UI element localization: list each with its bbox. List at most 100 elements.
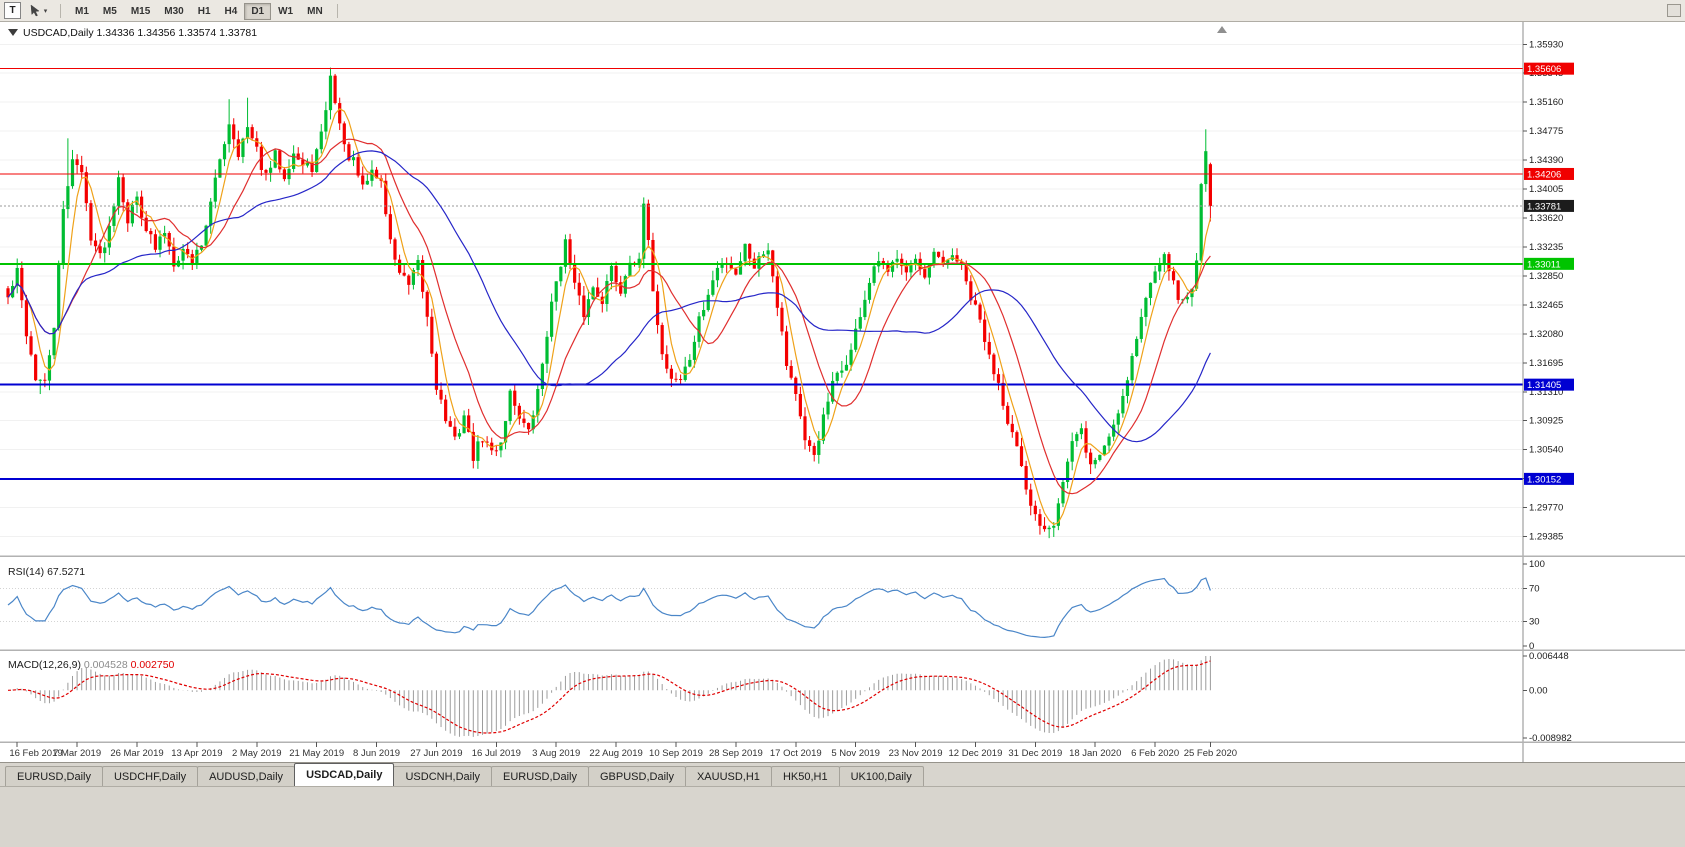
date-label: 25 Feb 2020 [1184, 748, 1237, 759]
timeframe-button-d1[interactable]: D1 [244, 3, 272, 20]
chart-canvas[interactable]: USDCAD,Daily 1.34336 1.34356 1.33574 1.3… [0, 22, 1685, 763]
ma-mid-line [7, 138, 1211, 495]
price-tick-label: 1.32080 [1529, 329, 1563, 340]
price-badge-1.30152 [1524, 472, 1574, 485]
timeframe-buttons-group: M1 M5 M15 M30 H1 H4 D1 W1 MN [68, 1, 330, 20]
date-label: 3 Aug 2019 [532, 748, 580, 759]
tab-gbpusd-daily[interactable]: GBPUSD,Daily [588, 766, 686, 786]
macd-tick-label: 0.006448 [1529, 651, 1569, 662]
ma-slow-line [7, 150, 1211, 443]
timeframe-toolbar: T ▾ M1 M5 M15 M30 H1 H4 D1 W1 MN [0, 0, 1685, 22]
text-tool-button[interactable]: T [4, 2, 21, 19]
timeframe-button-m5[interactable]: M5 [96, 3, 124, 20]
tab-usdchf-daily[interactable]: USDCHF,Daily [101, 766, 199, 786]
price-badge-1.31405-label: 1.31405 [1527, 380, 1561, 391]
date-label: 7 Mar 2019 [53, 748, 101, 759]
tab-hk50-h1[interactable]: HK50,H1 [770, 766, 840, 786]
date-label: 22 Aug 2019 [589, 748, 642, 759]
date-label: 8 Jun 2019 [353, 748, 400, 759]
timeframe-button-m30[interactable]: M30 [157, 3, 190, 20]
window-bottom-strip [0, 787, 1685, 846]
price-tick-label: 1.30925 [1529, 416, 1563, 427]
date-label: 27 Jun 2019 [410, 748, 462, 759]
toolbar-more-button[interactable] [1667, 4, 1681, 17]
date-label: 31 Dec 2019 [1008, 748, 1062, 759]
date-label: 2 May 2019 [232, 748, 282, 759]
macd-label: MACD(12,26,9) 0.004528 0.002750 [8, 659, 175, 671]
date-label: 16 Jul 2019 [472, 748, 521, 759]
price-badge-1.34206 [1524, 167, 1574, 180]
macd-signal-line [7, 660, 1211, 734]
price-badge-1.35606 [1524, 62, 1574, 75]
date-label: 26 Mar 2019 [110, 748, 163, 759]
tab-audusd-daily[interactable]: AUDUSD,Daily [197, 766, 296, 786]
price-axis[interactable]: 1.359301.355451.351601.347751.343901.340… [1522, 22, 1574, 763]
rsi-tick-label: 30 [1529, 616, 1540, 627]
timeframe-button-m1[interactable]: M1 [68, 3, 96, 20]
timeframe-button-mn[interactable]: MN [300, 3, 330, 20]
price-tick-label: 1.31310 [1529, 387, 1563, 398]
timeframe-button-h4[interactable]: H4 [218, 3, 245, 20]
price-tick-label: 1.34005 [1529, 184, 1563, 195]
chart-shift-marker[interactable] [1217, 26, 1227, 33]
price-tick-label: 1.34390 [1529, 155, 1563, 166]
rsi-panel: RSI(14) 67.5271 100 70 30 0 [0, 559, 1545, 652]
toolbar-separator [336, 3, 338, 18]
macd-tick-label: -0.008982 [1529, 733, 1572, 744]
rsi-label: RSI(14) 67.5271 [8, 566, 85, 578]
toolbar-separator [60, 3, 61, 18]
timeframe-button-m15[interactable]: M15 [124, 3, 157, 20]
cursor-icon [30, 4, 40, 17]
chart-tabs-bar: EURUSD,Daily USDCHF,Daily AUDUSD,Daily USDC… [0, 763, 1685, 787]
tab-uk100-daily[interactable]: UK100,Daily [838, 766, 924, 786]
price-tick-label: 1.29770 [1529, 503, 1563, 514]
price-badge-1.34206-label: 1.34206 [1527, 169, 1561, 180]
price-tick-label: 1.33235 [1529, 242, 1563, 253]
horizontal-lines-layer[interactable] [0, 68, 1523, 480]
cursor-tool-button[interactable]: ▾ [23, 2, 53, 19]
bid-price-badge-label: 1.33781 [1527, 201, 1561, 212]
macd-tick-label: 0.00 [1529, 685, 1548, 696]
dropdown-caret-icon: ▾ [43, 7, 48, 15]
chart-title: USDCAD,Daily 1.34336 1.34356 1.33574 1.3… [23, 27, 257, 39]
date-label: 13 Apr 2019 [171, 748, 222, 759]
date-label: 28 Sep 2019 [709, 748, 763, 759]
price-tick-label: 1.31695 [1529, 358, 1563, 369]
price-tick-label: 1.32465 [1529, 300, 1563, 311]
bid-price-badge [1524, 199, 1574, 212]
macd-panel: MACD(12,26,9) 0.004528 0.002750 0.006448 0… [7, 651, 1572, 744]
tab-eurusd-daily[interactable]: EURUSD,Daily [5, 766, 103, 786]
tab-usdcnh-daily[interactable]: USDCNH,Daily [393, 766, 493, 786]
date-label: 5 Nov 2019 [831, 748, 880, 759]
timeframe-button-h1[interactable]: H1 [191, 3, 218, 20]
timeframe-button-w1[interactable]: W1 [271, 3, 300, 20]
date-label: 6 Feb 2020 [1131, 748, 1179, 759]
date-label: 18 Jan 2020 [1069, 748, 1121, 759]
price-badge-1.30152-label: 1.30152 [1527, 474, 1561, 485]
price-badge-1.33011-label: 1.33011 [1527, 259, 1561, 270]
price-badge-1.33011 [1524, 257, 1574, 270]
one-click-trading-toggle[interactable] [8, 29, 18, 36]
price-tick-label: 1.35930 [1529, 39, 1563, 50]
grid-layer [0, 43, 1523, 538]
chart-area[interactable]: USDCAD,Daily 1.34336 1.34356 1.33574 1.3… [0, 22, 1685, 763]
date-label: 23 Nov 2019 [889, 748, 943, 759]
tab-eurusd-daily[interactable]: EURUSD,Daily [491, 766, 589, 786]
rsi-line [7, 577, 1211, 639]
price-badge-1.31405 [1524, 378, 1574, 391]
rsi-tick-label: 0 [1529, 641, 1534, 652]
price-tick-label: 1.32850 [1529, 271, 1563, 282]
rsi-tick-label: 70 [1529, 584, 1540, 595]
date-label: 12 Dec 2019 [949, 748, 1003, 759]
price-badge-1.35606-label: 1.35606 [1527, 64, 1561, 75]
rsi-tick-label: 100 [1529, 559, 1545, 570]
tab-usdcad-daily[interactable]: USDCAD,Daily [294, 763, 395, 786]
price-tick-label: 1.34775 [1529, 126, 1563, 137]
tab-xauusd-h1[interactable]: XAUUSD,H1 [684, 766, 772, 786]
date-label: 16 Feb 2019 [9, 748, 62, 759]
date-label: 21 May 2019 [289, 748, 344, 759]
price-tick-label: 1.30540 [1529, 445, 1563, 456]
price-tick-label: 1.29385 [1529, 532, 1563, 543]
